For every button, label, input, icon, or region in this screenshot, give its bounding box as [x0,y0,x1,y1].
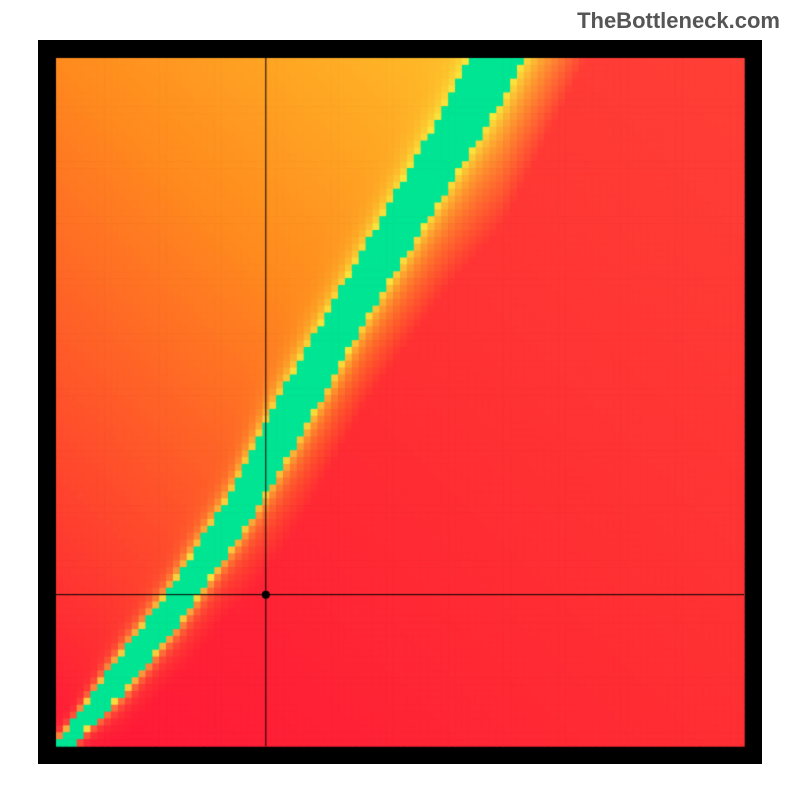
bottleneck-heatmap [38,40,762,764]
watermark-text: TheBottleneck.com [577,8,780,34]
heatmap-canvas [38,40,762,764]
